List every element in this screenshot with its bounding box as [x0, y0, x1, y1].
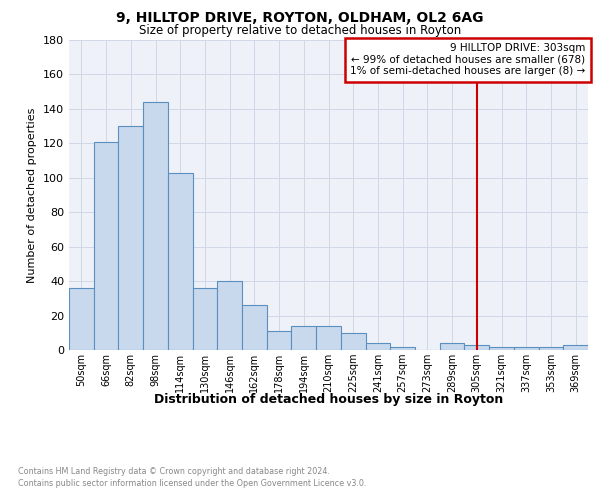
Bar: [292, 326, 316, 350]
Bar: [242, 305, 267, 350]
Bar: [267, 331, 292, 350]
Bar: [563, 345, 588, 350]
Bar: [143, 102, 168, 350]
Bar: [118, 126, 143, 350]
Bar: [489, 346, 514, 350]
Bar: [69, 288, 94, 350]
Y-axis label: Number of detached properties: Number of detached properties: [28, 108, 37, 282]
Bar: [168, 172, 193, 350]
Bar: [217, 281, 242, 350]
Bar: [440, 343, 464, 350]
Text: Size of property relative to detached houses in Royton: Size of property relative to detached ho…: [139, 24, 461, 37]
Bar: [390, 346, 415, 350]
Text: Contains HM Land Registry data © Crown copyright and database right 2024.: Contains HM Land Registry data © Crown c…: [18, 468, 330, 476]
Bar: [193, 288, 217, 350]
Bar: [539, 346, 563, 350]
Text: 9 HILLTOP DRIVE: 303sqm
← 99% of detached houses are smaller (678)
1% of semi-de: 9 HILLTOP DRIVE: 303sqm ← 99% of detache…: [350, 43, 586, 76]
Bar: [365, 343, 390, 350]
Bar: [464, 345, 489, 350]
Bar: [316, 326, 341, 350]
Bar: [514, 346, 539, 350]
Text: Contains public sector information licensed under the Open Government Licence v3: Contains public sector information licen…: [18, 479, 367, 488]
Text: 9, HILLTOP DRIVE, ROYTON, OLDHAM, OL2 6AG: 9, HILLTOP DRIVE, ROYTON, OLDHAM, OL2 6A…: [116, 11, 484, 25]
Text: Distribution of detached houses by size in Royton: Distribution of detached houses by size …: [154, 392, 503, 406]
Bar: [94, 142, 118, 350]
Bar: [341, 333, 365, 350]
